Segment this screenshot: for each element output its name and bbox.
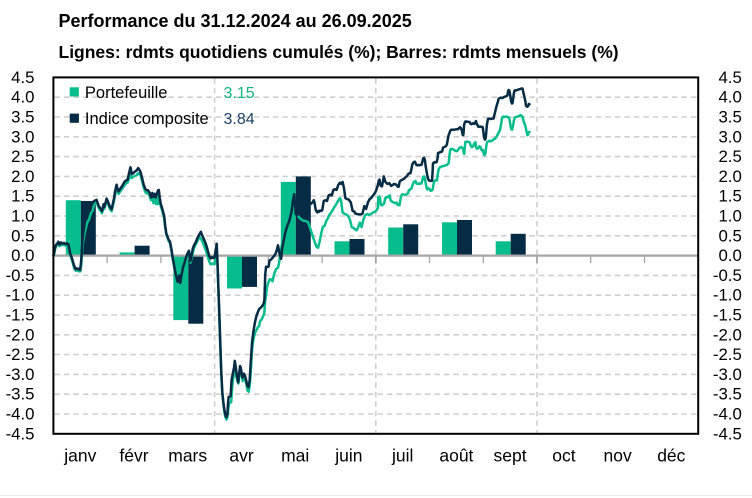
svg-text:juin: juin xyxy=(334,446,362,466)
svg-text:juil: juil xyxy=(391,446,413,466)
svg-text:2.0: 2.0 xyxy=(718,167,741,186)
svg-text:-2.0: -2.0 xyxy=(713,325,742,344)
svg-text:3.5: 3.5 xyxy=(718,108,741,127)
svg-text:3.0: 3.0 xyxy=(718,127,741,146)
svg-text:-0.5: -0.5 xyxy=(6,266,35,285)
svg-text:0.5: 0.5 xyxy=(11,226,34,245)
svg-text:-1.0: -1.0 xyxy=(713,286,742,305)
svg-text:-3.5: -3.5 xyxy=(713,385,742,404)
svg-text:2.5: 2.5 xyxy=(11,147,34,166)
svg-text:-0.5: -0.5 xyxy=(713,266,742,285)
svg-text:3.84: 3.84 xyxy=(224,111,255,128)
svg-text:mai: mai xyxy=(281,446,309,466)
svg-text:-2.5: -2.5 xyxy=(713,345,742,364)
svg-text:1.5: 1.5 xyxy=(718,187,741,206)
svg-text:2.5: 2.5 xyxy=(718,147,741,166)
svg-text:-1.5: -1.5 xyxy=(713,306,742,325)
svg-text:nov: nov xyxy=(603,446,631,466)
svg-text:oct: oct xyxy=(552,446,575,466)
svg-text:4.5: 4.5 xyxy=(11,68,34,87)
svg-text:1.0: 1.0 xyxy=(718,207,741,226)
svg-text:-2.0: -2.0 xyxy=(6,325,35,344)
svg-text:2.0: 2.0 xyxy=(11,167,34,186)
svg-text:1.0: 1.0 xyxy=(11,207,34,226)
svg-text:1.5: 1.5 xyxy=(11,187,34,206)
svg-text:Indice composite: Indice composite xyxy=(85,110,209,128)
svg-text:-2.5: -2.5 xyxy=(6,345,35,364)
svg-text:-4.0: -4.0 xyxy=(6,405,35,424)
svg-text:sept: sept xyxy=(494,446,527,466)
svg-text:-4.0: -4.0 xyxy=(713,405,742,424)
svg-text:déc: déc xyxy=(657,446,685,466)
svg-text:Portefeuille: Portefeuille xyxy=(85,84,168,102)
svg-text:-3.0: -3.0 xyxy=(713,365,742,384)
svg-text:-1.0: -1.0 xyxy=(6,286,35,305)
svg-text:3.5: 3.5 xyxy=(11,108,34,127)
svg-text:août: août xyxy=(439,446,473,466)
svg-text:-1.5: -1.5 xyxy=(6,306,35,325)
svg-text:-3.5: -3.5 xyxy=(6,385,35,404)
svg-text:4.0: 4.0 xyxy=(718,88,741,107)
svg-text:janv: janv xyxy=(63,446,96,466)
svg-text:4.5: 4.5 xyxy=(718,68,741,87)
svg-text:-4.5: -4.5 xyxy=(713,424,742,443)
svg-text:3.0: 3.0 xyxy=(11,127,34,146)
svg-text:avr: avr xyxy=(229,446,253,466)
svg-text:févr: févr xyxy=(119,446,148,466)
svg-text:3.15: 3.15 xyxy=(224,85,255,102)
svg-text:mars: mars xyxy=(168,446,207,466)
svg-text:4.0: 4.0 xyxy=(11,88,34,107)
svg-text:0.0: 0.0 xyxy=(718,246,741,265)
svg-text:0.0: 0.0 xyxy=(11,246,34,265)
svg-text:0.5: 0.5 xyxy=(718,226,741,245)
svg-text:-3.0: -3.0 xyxy=(6,365,35,384)
svg-text:-4.5: -4.5 xyxy=(6,424,35,443)
